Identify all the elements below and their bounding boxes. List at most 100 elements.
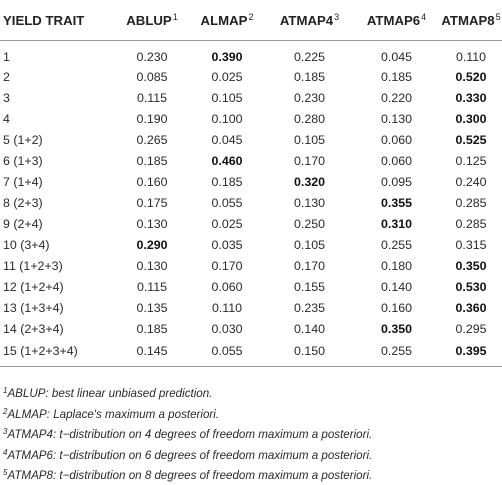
footnote-number: 3	[3, 427, 8, 437]
table-row: 14 (2+3+4) 0.185 0.030 0.140 0.350 0.295	[0, 318, 502, 339]
value-cell: 0.045	[211, 132, 243, 147]
footnote: 2ALMAP: Laplace's maximum a posteriori.	[3, 403, 499, 424]
footnote-marker: 3	[334, 12, 340, 22]
value-cell: 0.255	[353, 339, 440, 367]
trait-cell: 9 (2+4)	[3, 216, 43, 231]
value-cell: 0.330	[455, 90, 487, 105]
value-cell: 0.255	[380, 237, 412, 252]
value-cell: 0.185	[136, 153, 168, 168]
value-cell: 0.140	[380, 279, 412, 294]
footnote: 4ATMAP6: t−distribution on 6 degrees of …	[3, 444, 499, 465]
value-cell: 0.185	[211, 174, 243, 189]
footnote-text: ATMAP4: t−distribution on 4 degrees of f…	[7, 428, 373, 442]
column-header-label: ATMAP6	[366, 13, 421, 28]
value-cell: 0.180	[380, 258, 412, 273]
footnotes: 1ABLUP: best linear unbiased prediction.…	[3, 382, 499, 485]
value-cell: 0.060	[380, 132, 412, 147]
value-cell: 0.240	[455, 174, 487, 189]
trait-cell: 14 (2+3+4)	[3, 321, 64, 336]
footnote-marker: 1	[172, 12, 178, 22]
footnote: 1ABLUP: best linear unbiased prediction.	[3, 382, 499, 403]
column-header-label: ALMAP	[200, 13, 248, 28]
value-cell: 0.160	[136, 174, 168, 189]
table-header: YIELD TRAIT ABLUP1 ALMAP2 ATMAP43 ATMAP64 ATM…	[0, 0, 502, 41]
footnote: 5ATMAP8: t−distribution on 8 degrees of …	[3, 464, 499, 485]
footnote-text: ATMAP8: t−distribution on 8 degrees of f…	[7, 469, 373, 483]
value-cell: 0.110	[455, 49, 487, 64]
value-cell: 0.310	[380, 216, 412, 231]
table-row: 12 (1+2+4) 0.115 0.060 0.155 0.140 0.530	[0, 276, 502, 297]
value-cell: 0.115	[136, 90, 168, 105]
table-row: 13 (1+3+4) 0.135 0.110 0.235 0.160 0.360	[0, 297, 502, 318]
value-cell: 0.175	[136, 195, 168, 210]
table-row: 8 (2+3) 0.175 0.055 0.130 0.355 0.285	[0, 192, 502, 213]
footnote-number: 2	[3, 406, 8, 416]
value-cell: 0.185	[380, 69, 412, 84]
value-cell: 0.230	[136, 49, 168, 64]
trait-cell: 5 (1+2)	[3, 132, 43, 147]
footnote-text: ALMAP: Laplace's maximum a posteriori.	[7, 407, 220, 421]
value-cell: 0.105	[293, 237, 325, 252]
value-cell: 0.055	[211, 195, 243, 210]
value-cell: 0.160	[380, 300, 412, 315]
footnote-number: 4	[3, 447, 8, 457]
footnote-text: ABLUP: best linear unbiased prediction.	[7, 387, 213, 400]
value-cell: 0.520	[455, 69, 487, 84]
value-cell: 0.130	[380, 111, 412, 126]
value-cell: 0.100	[211, 111, 243, 126]
value-cell: 0.320	[293, 174, 325, 189]
value-cell: 0.235	[293, 300, 325, 315]
value-cell: 0.285	[455, 216, 487, 231]
column-header-label: YIELD TRAIT	[3, 12, 85, 28]
value-cell: 0.300	[455, 111, 487, 126]
value-cell: 0.225	[293, 49, 325, 64]
value-cell: 0.185	[136, 321, 168, 336]
value-cell: 0.130	[293, 195, 325, 210]
value-cell: 0.295	[455, 321, 487, 336]
value-cell: 0.190	[136, 111, 168, 126]
footnote-marker: 5	[495, 12, 501, 22]
value-cell: 0.125	[455, 153, 487, 168]
footnote-number: 1	[3, 386, 8, 395]
value-cell: 0.150	[266, 339, 353, 367]
value-cell: 0.285	[455, 195, 487, 210]
results-table: YIELD TRAIT ABLUP1 ALMAP2 ATMAP43 ATMAP64 ATM…	[0, 0, 502, 367]
trait-cell: 11 (1+2+3)	[3, 258, 63, 273]
value-cell: 0.350	[380, 321, 412, 336]
value-cell: 0.250	[293, 216, 325, 231]
value-cell: 0.105	[211, 90, 243, 105]
value-cell: 0.060	[380, 153, 412, 168]
value-cell: 0.055	[188, 339, 266, 367]
trait-cell: 8 (2+3)	[3, 195, 43, 210]
column-header: ABLUP1	[116, 0, 188, 41]
table-row: 4 0.190 0.100 0.280 0.130 0.300	[0, 108, 502, 129]
value-cell: 0.145	[116, 339, 188, 367]
column-header-label: ATMAP4	[279, 13, 334, 28]
value-cell: 0.530	[455, 279, 487, 294]
value-cell: 0.130	[136, 258, 168, 273]
value-cell: 0.355	[380, 195, 412, 210]
column-header: ATMAP85	[440, 0, 502, 41]
value-cell: 0.170	[293, 258, 325, 273]
value-cell: 0.460	[211, 153, 243, 168]
trait-cell: 6 (1+3)	[3, 153, 43, 168]
trait-cell: 1	[3, 49, 10, 64]
value-cell: 0.280	[293, 111, 325, 126]
value-cell: 0.395	[440, 339, 502, 367]
footnote-marker: 4	[421, 12, 427, 22]
value-cell: 0.135	[136, 300, 168, 315]
value-cell: 0.095	[380, 174, 412, 189]
value-cell: 0.085	[136, 69, 168, 84]
value-cell: 0.350	[455, 258, 487, 273]
table-row: 6 (1+3) 0.185 0.460 0.170 0.060 0.125	[0, 150, 502, 171]
value-cell: 0.025	[211, 216, 243, 231]
table-row: 1 0.230 0.390 0.225 0.045 0.110	[0, 41, 502, 67]
table-body: 1 0.230 0.390 0.225 0.045 0.110 2 0.085 0.025 0.1…	[0, 41, 502, 367]
value-cell: 0.390	[211, 49, 243, 64]
column-header-label: ATMAP8	[441, 13, 495, 28]
trait-cell: 4	[3, 111, 10, 126]
value-cell: 0.155	[293, 279, 325, 294]
value-cell: 0.140	[293, 321, 325, 336]
trait-cell: 12 (1+2+4)	[3, 279, 64, 294]
